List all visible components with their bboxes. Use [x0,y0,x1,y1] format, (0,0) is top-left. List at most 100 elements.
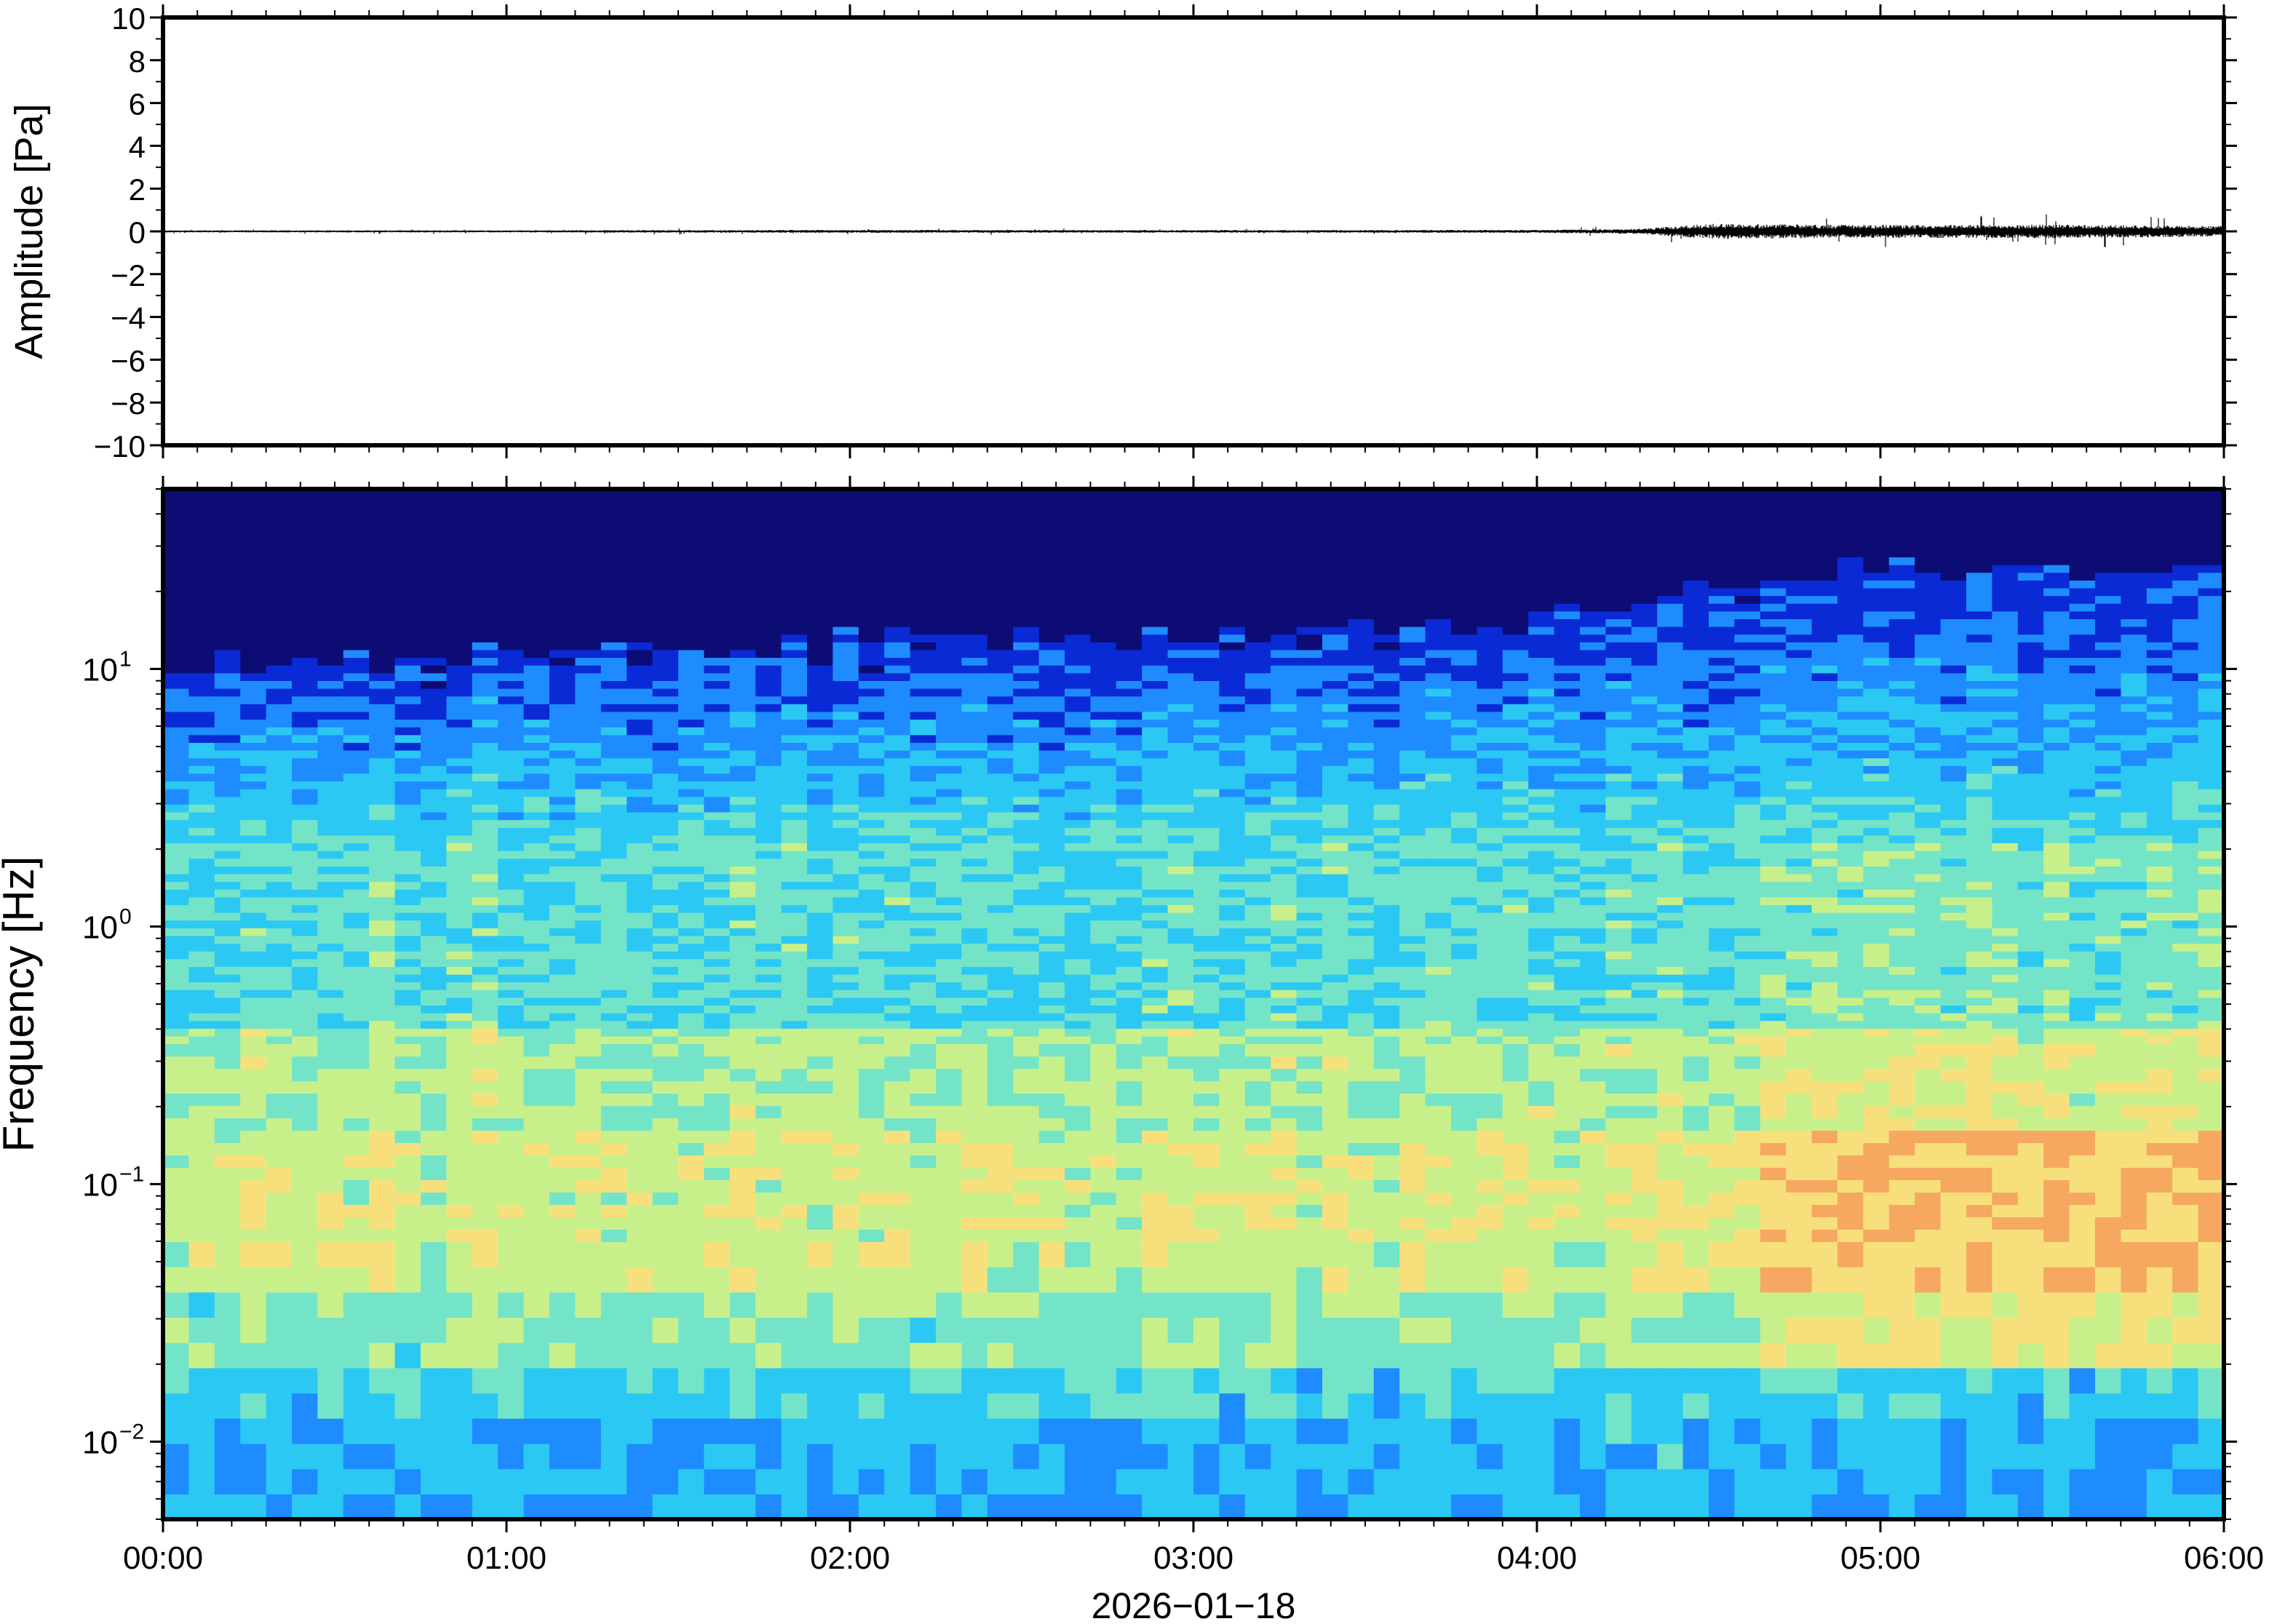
spectrogram-cell [1167,719,1194,728]
spectrogram-cell [1296,835,1323,843]
spectrogram-cell [729,525,756,535]
spectrogram-cell [704,1393,731,1419]
spectrogram-cell [1167,688,1194,697]
spectrogram-cell [936,557,962,565]
spectrogram-cell [317,680,344,689]
spectrogram-cell [266,889,293,898]
spectrogram-cell [421,503,447,512]
spectrogram-cell [1116,618,1143,627]
spectrogram-cell [575,665,602,674]
spectrogram-cell [1271,1204,1298,1217]
spectrogram-cell [627,1229,653,1242]
spectrogram-cell [394,518,421,527]
spectrogram-cell [987,858,1014,867]
spectrogram-cell [188,711,215,720]
spectrogram-cell [163,765,189,774]
spectrogram-cell [678,610,704,620]
spectrogram-cell [163,1020,189,1029]
spectrogram-cell [1348,533,1375,542]
spectrogram-cell [1219,951,1246,960]
spectrogram-cell [755,1142,782,1156]
spectrogram-cell [652,1093,679,1107]
spectrogram-cell [214,704,241,712]
spectrogram-cell [961,549,988,558]
spectrogram-cell [1065,1443,1091,1470]
spectrogram-cell [1193,1035,1220,1045]
spectrogram-cell [1348,634,1375,642]
spectrogram-cell [317,533,344,542]
spectrogram-cell [1296,1317,1323,1343]
spectrogram-cell [266,587,293,597]
spectrogram-cell [781,580,808,589]
spectrogram-cell [1296,665,1323,674]
spectrogram-cell [1193,1267,1220,1293]
spectrogram-cell [1296,696,1323,704]
spectrogram-cell [1038,1056,1065,1070]
spectrogram-cell [317,866,344,875]
spectrogram-cell [1090,873,1117,883]
spectrogram-cell [833,603,859,612]
spectrogram-cell [472,1118,498,1131]
spectrogram-cell [498,835,525,843]
spectrogram-cell [627,1367,653,1394]
spectrogram-cell [1090,495,1117,503]
spectrogram-cell [1167,1217,1194,1230]
spectrogram-cell [600,1267,627,1293]
spectrogram-cell [987,851,1014,859]
spectrogram-cell [163,1068,189,1082]
spectrogram-cell [1271,1217,1298,1230]
spectrogram-cell [188,1229,215,1242]
spectrogram-cell [884,912,911,921]
spectrogram-cell [1065,889,1091,898]
spectrogram-cell [549,704,576,712]
spectrogram-cell [1219,889,1246,898]
spectrogram-cell [1038,1229,1065,1242]
spectrogram-cell [1244,1468,1271,1494]
spectrogram-cell [1013,665,1040,674]
spectrogram-cell [292,649,318,658]
spectrogram-cell [1142,489,1169,496]
waveform-y-tick-label: 0 [129,215,146,250]
spectrogram-cell [240,843,267,851]
spectrogram-cell [987,1020,1014,1029]
spectrogram-cell [1219,1443,1246,1470]
spectrogram-cell [498,587,525,597]
spectrogram-cell [627,974,653,983]
spectrogram-cell [472,1342,498,1369]
spectrogram-cell [317,727,344,736]
spectrogram-cell [549,1494,576,1519]
spectrogram-cell [1244,1267,1271,1293]
spectrogram-cell [1038,757,1065,766]
spectrogram-cell [961,1020,988,1029]
spectrogram-cell [1038,1020,1065,1029]
spectrogram-cell [1167,1192,1194,1206]
spectrogram-cell [1090,796,1117,805]
spectrogram-cell [704,827,731,836]
spectrogram-cell [729,734,756,743]
spectrogram-cell [1090,1013,1117,1022]
spectrogram-cell [575,966,602,975]
spectrogram-cell [266,727,293,736]
spectrogram-cell [1271,781,1298,789]
spectrogram-cell [884,518,911,527]
spectrogram-cell [858,518,885,527]
spectrogram-cell [394,904,421,913]
spectrogram-cell [1219,1494,1246,1519]
spectrogram-cell [549,1093,576,1107]
spectrogram-cell [446,587,473,597]
spectrogram-cell [729,749,756,759]
spectrogram-cell [1090,719,1117,728]
spectrogram-cell [1065,595,1091,604]
spectrogram-cell [961,595,988,604]
spectrogram-cell [936,1005,962,1014]
spectrogram-cell [188,1056,215,1070]
spectrogram-cell [1271,533,1298,542]
spectrogram-cell [961,626,988,635]
spectrogram-cell [1038,796,1065,805]
spectrogram-cell [1090,958,1117,967]
spectrogram-cell [266,1291,293,1318]
spectrogram-cell [214,618,241,627]
spectrogram-cell [266,951,293,960]
spectrogram-cell [729,904,756,913]
spectrogram-cell [1219,711,1246,720]
